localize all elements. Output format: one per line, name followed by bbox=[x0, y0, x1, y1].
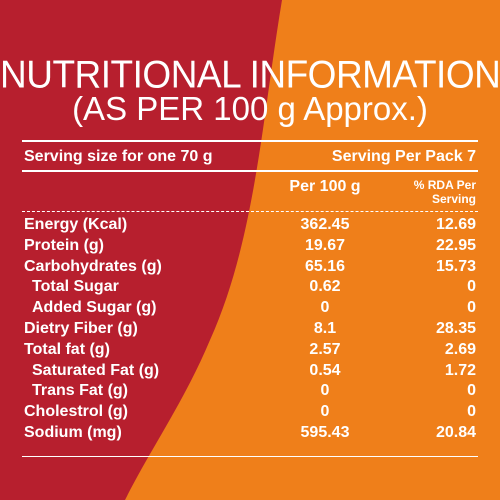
divider bbox=[22, 456, 478, 457]
nutrient-name: Cholestrol (g) bbox=[24, 403, 128, 421]
nutrient-name: Dietry Fiber (g) bbox=[24, 320, 138, 337]
rda-value: 22.95 bbox=[435, 236, 476, 254]
per-100g-value: 362.45 bbox=[300, 216, 350, 233]
title: NUTRITIONAL INFORMATION bbox=[0, 52, 500, 96]
divider bbox=[22, 140, 478, 142]
per-100g-value: 0 bbox=[320, 382, 330, 400]
nutrient-name: Sodium (mg) bbox=[24, 424, 122, 441]
divider bbox=[22, 170, 478, 172]
column-header: Per 100 g bbox=[289, 178, 361, 195]
column-header: % RDA Per Serving bbox=[413, 178, 476, 206]
rda-value: 28.35 bbox=[435, 320, 476, 337]
rda-value: 12.69 bbox=[435, 216, 476, 233]
per-100g-value: 0 bbox=[320, 299, 330, 317]
nutrient-name: Saturated Fat (g) bbox=[32, 361, 160, 379]
per-100g-value: 595.43 bbox=[300, 424, 350, 441]
nutrient-name: Total fat (g) bbox=[24, 340, 110, 358]
rda-value: 0 bbox=[467, 278, 476, 296]
rda-value: 0 bbox=[467, 382, 476, 400]
serving-size: Serving size for one 70 g bbox=[24, 148, 213, 165]
per-100g-value: 65.16 bbox=[304, 257, 346, 275]
nutrient-name: Energy (Kcal) bbox=[24, 216, 128, 233]
servings-per-pack: Serving Per Pack 7 bbox=[331, 148, 476, 165]
nutrient-name: Carbohydrates (g) bbox=[24, 257, 162, 275]
subtitle: (AS PER 100 g Approx.) bbox=[72, 90, 428, 127]
nutrient-name: Added Sugar (g) bbox=[32, 299, 157, 317]
red-panel bbox=[0, 0, 282, 500]
per-100g-value: 0 bbox=[320, 403, 330, 421]
per-100g-value: 0.62 bbox=[309, 278, 341, 296]
per-100g-value: 8.1 bbox=[313, 320, 337, 337]
per-100g-value: 2.57 bbox=[309, 340, 341, 358]
rda-value: 20.84 bbox=[435, 424, 476, 441]
nutrient-name: Total Sugar bbox=[32, 278, 119, 296]
rda-value: 0 bbox=[467, 403, 476, 421]
per-100g-value: 19.67 bbox=[304, 236, 346, 254]
rda-value: 1.72 bbox=[444, 361, 476, 379]
divider bbox=[22, 211, 478, 212]
per-100g-value: 0.54 bbox=[309, 361, 341, 379]
nutrient-name: Protein (g) bbox=[24, 236, 104, 254]
nutrient-name: Trans Fat (g) bbox=[32, 382, 129, 400]
rda-value: 2.69 bbox=[444, 340, 476, 358]
rda-value: 15.73 bbox=[435, 257, 476, 275]
rda-value: 0 bbox=[467, 299, 476, 317]
